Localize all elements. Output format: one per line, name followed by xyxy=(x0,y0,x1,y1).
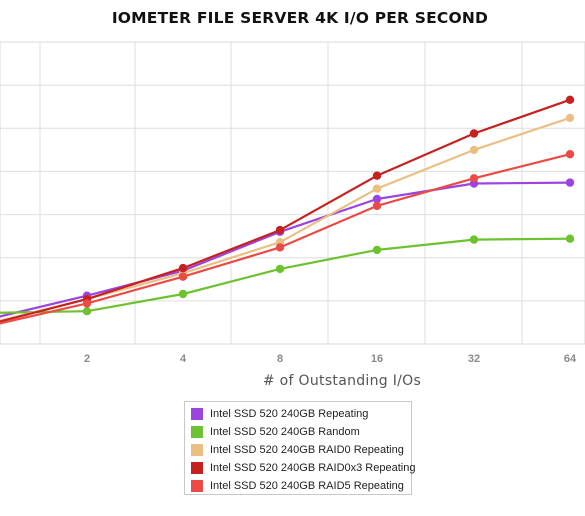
legend-swatch xyxy=(191,480,203,492)
data-point xyxy=(275,225,285,235)
legend-swatch xyxy=(191,426,203,438)
data-point xyxy=(469,235,479,244)
series-line xyxy=(0,98,571,323)
plot-border xyxy=(0,41,585,345)
legend-label: Intel SSD 520 240GB RAID0x3 Repeating xyxy=(210,462,416,474)
x-tick-label: 32 xyxy=(468,353,480,365)
x-tick-label: 16 xyxy=(371,353,383,365)
legend-item: Intel SSD 520 240GB Repeating xyxy=(191,405,368,423)
x-tick-labels: 2 4 8 16 32 64 xyxy=(84,353,577,365)
legend-swatch xyxy=(191,462,203,474)
x-tick-label: 8 xyxy=(277,353,283,365)
data-point xyxy=(565,113,575,123)
legend-item: Intel SSD 520 240GB RAID0 Repeating xyxy=(191,441,404,459)
series xyxy=(0,150,575,325)
chart-title: IOMETER FILE SERVER 4K I/O PER SECOND xyxy=(111,9,489,27)
data-point xyxy=(275,264,285,274)
grid xyxy=(0,41,585,345)
x-tick-label: 2 xyxy=(84,353,90,365)
data-point xyxy=(275,243,285,252)
series-lines xyxy=(0,95,575,325)
data-point xyxy=(372,201,382,211)
data-point xyxy=(565,178,575,187)
series-line xyxy=(0,116,571,322)
data-point xyxy=(372,245,382,255)
legend-label: Intel SSD 520 240GB RAID5 Repeating xyxy=(210,480,404,492)
data-point xyxy=(178,272,188,281)
x-tick-label: 4 xyxy=(180,353,187,365)
legend: Intel SSD 520 240GB Repeating Intel SSD … xyxy=(184,401,415,495)
legend-item: Intel SSD 520 240GB RAID0x3 Repeating xyxy=(191,459,415,477)
data-point xyxy=(372,184,382,193)
legend-label: Intel SSD 520 240GB Repeating xyxy=(210,408,369,420)
legend-swatch xyxy=(191,408,203,420)
legend-item: Intel SSD 520 240GB Random xyxy=(191,423,360,441)
data-point xyxy=(178,289,188,299)
data-point xyxy=(469,174,479,183)
series xyxy=(0,234,575,316)
legend-swatch xyxy=(191,444,203,456)
data-point xyxy=(565,95,575,105)
data-point xyxy=(372,194,382,204)
legend-label: Intel SSD 520 240GB RAID0 Repeating xyxy=(210,444,404,456)
x-axis-label: # of Outstanding I/Os xyxy=(263,373,421,389)
data-point xyxy=(82,307,92,316)
data-point xyxy=(565,150,575,159)
legend-label: Intel SSD 520 240GB Random xyxy=(210,426,360,438)
data-point xyxy=(178,263,188,273)
x-tick-label: 64 xyxy=(564,353,577,365)
data-point xyxy=(372,171,382,180)
legend-item: Intel SSD 520 240GB RAID5 Repeating xyxy=(191,477,404,495)
data-point xyxy=(469,145,479,155)
data-point xyxy=(82,299,92,308)
data-point xyxy=(469,129,479,138)
data-point xyxy=(565,234,575,243)
